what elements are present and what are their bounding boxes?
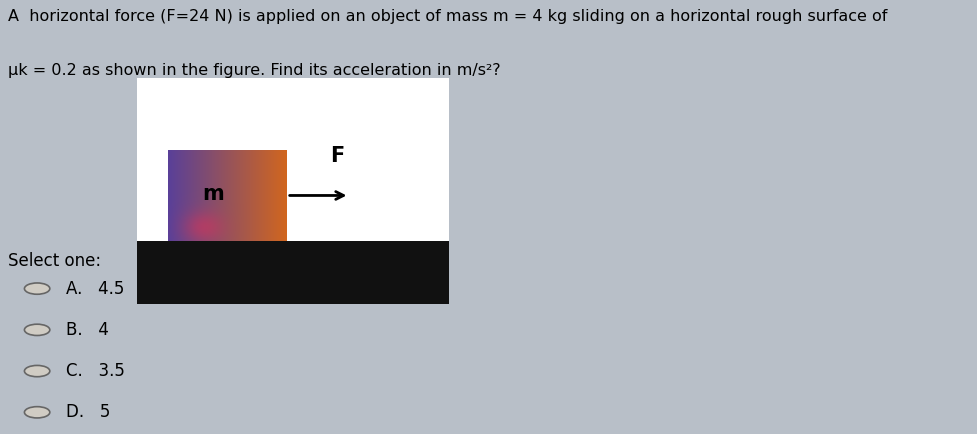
Text: A.   4.5: A. 4.5 xyxy=(66,279,125,298)
Bar xyxy=(137,78,449,304)
Text: F: F xyxy=(330,146,344,166)
Text: C.   3.5: C. 3.5 xyxy=(66,362,125,380)
Text: B.   4: B. 4 xyxy=(66,321,109,339)
Text: D.   5: D. 5 xyxy=(66,403,110,421)
Bar xyxy=(137,240,449,304)
Text: Select one:: Select one: xyxy=(8,252,101,270)
Circle shape xyxy=(24,283,50,294)
Circle shape xyxy=(24,324,50,335)
Circle shape xyxy=(24,407,50,418)
Text: A  horizontal force (F=24 N) is applied on an object of mass m = 4 kg sliding on: A horizontal force (F=24 N) is applied o… xyxy=(8,9,887,24)
Text: μk = 0.2 as shown in the figure. Find its acceleration in m/s²?: μk = 0.2 as shown in the figure. Find it… xyxy=(8,63,500,78)
Circle shape xyxy=(24,365,50,377)
